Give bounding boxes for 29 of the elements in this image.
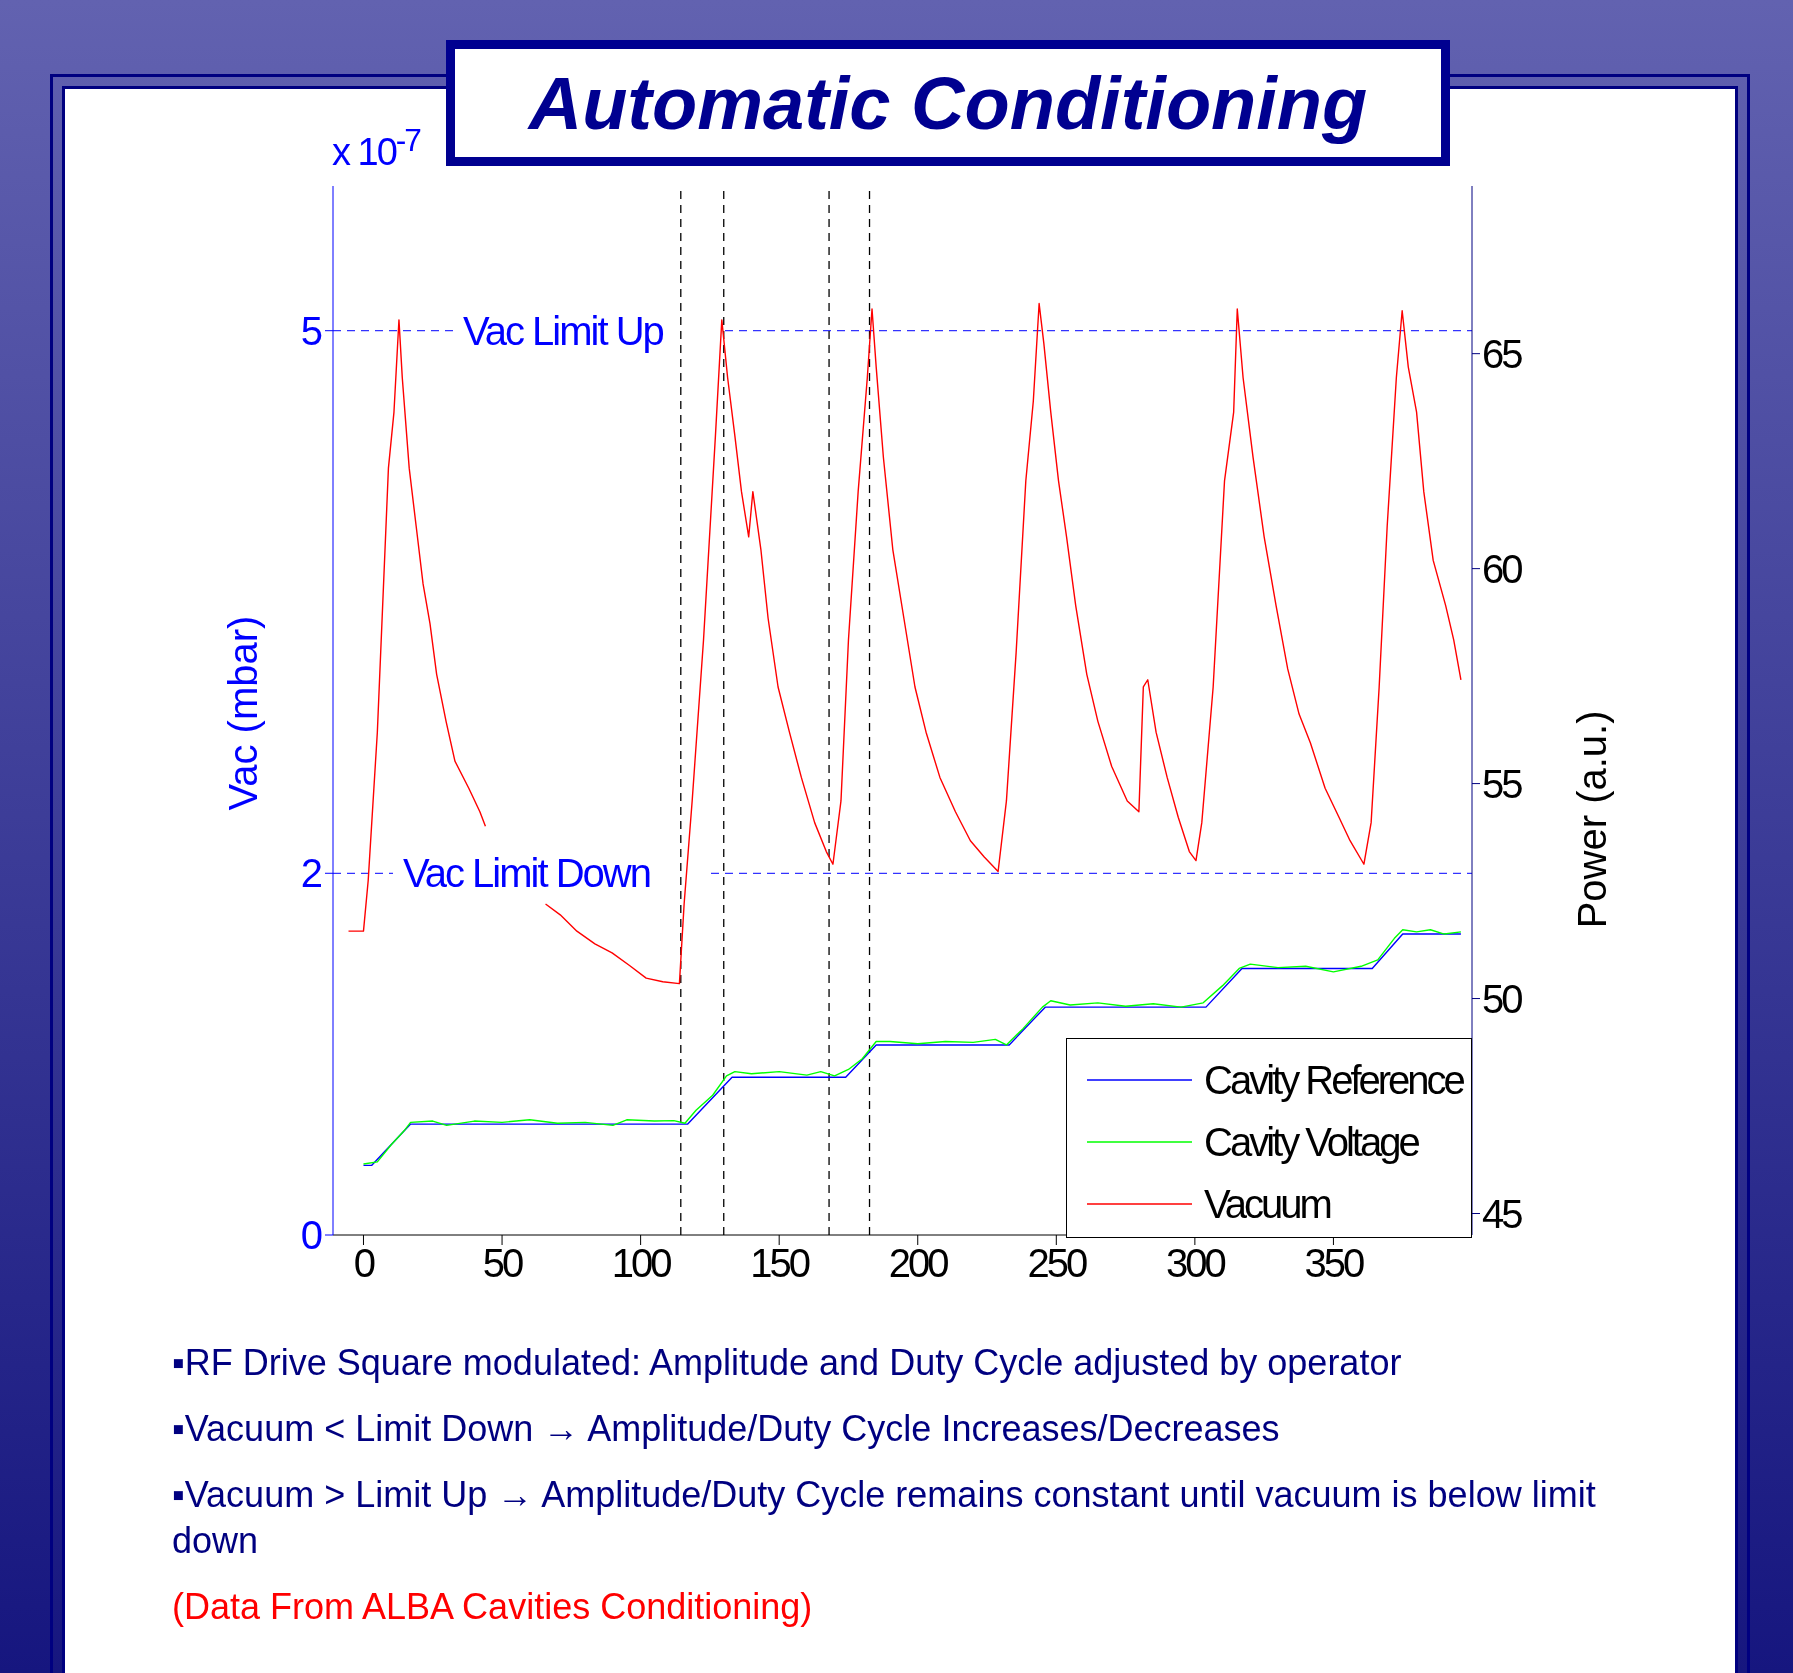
y-axis-title: Vac (mbar)	[221, 615, 266, 811]
x-tick-label: 100	[611, 1241, 672, 1286]
chart-title: Automatic Conditioning	[528, 60, 1368, 146]
y2-tick-label: 60	[1482, 546, 1523, 591]
y2-axis-title: Power (a.u.)	[1570, 710, 1615, 929]
text: ▪Vacuum > Limit Up → Amplitude/Duty Cycle remains constant until vacuum is below limit down	[172, 1473, 1597, 1563]
y-tick-label: 0	[300, 1213, 323, 1258]
y2-tick-label: 55	[1482, 761, 1523, 806]
x-tick-label: 250	[1027, 1241, 1087, 1286]
ref-line-label: Vac Limit Up	[463, 308, 664, 353]
ref-line-label: Vac Limit Down	[403, 851, 650, 896]
legend-label: Cavity Reference	[1204, 1057, 1463, 1103]
y2-tick-label: 50	[1482, 976, 1523, 1021]
y2-tick-label: 45	[1482, 1191, 1523, 1236]
x-tick-label: 350	[1304, 1241, 1365, 1286]
x-tick-label: 0	[353, 1241, 375, 1286]
text: ▪Vacuum < Limit Down → Amplitude/Duty Cycle Increases/Decreases	[172, 1407, 1281, 1451]
legend-label: Cavity Voltage	[1204, 1119, 1418, 1165]
y-tick-label: 5	[300, 308, 323, 353]
x-tick-label: 150	[750, 1241, 810, 1286]
text: (Data From ALBA Cavities Conditioning)	[172, 1585, 814, 1629]
y-tick-label: 2	[300, 851, 323, 896]
text: ▪RF Drive Square modulated: Amplitude and Duty Cycle adjusted by operator	[172, 1341, 1403, 1385]
x-tick-label: 200	[888, 1241, 949, 1286]
x-tick-label: 300	[1166, 1241, 1226, 1286]
legend-label: Vacuum	[1204, 1181, 1330, 1227]
y2-tick-label: 65	[1482, 331, 1523, 376]
text: x 10$^{-7}$	[332, 122, 420, 174]
x-tick-label: 50	[482, 1241, 524, 1286]
